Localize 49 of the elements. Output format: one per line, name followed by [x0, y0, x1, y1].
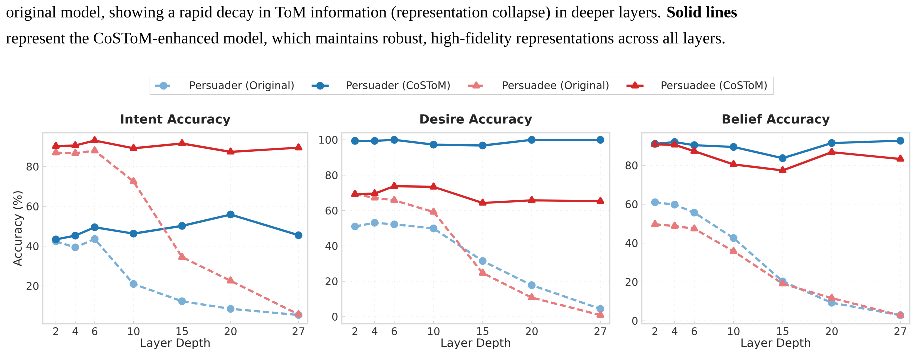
x-tick-label: 4 [672, 328, 678, 336]
x-tick-label: 20 [526, 328, 538, 336]
legend-label: Persuader (Original) [190, 81, 294, 92]
y-axis-title: Accuracy (%) [13, 191, 24, 266]
x-tick-label: 6 [392, 328, 398, 336]
legend-label: Persuader (CoSToM) [347, 81, 450, 91]
text: original model, showing a rapid decay in ToM information (representation collapse) in deeper layers. Solid lines [6, 6, 738, 22]
y-tick-label: 60 [626, 200, 638, 208]
y-tick-label: 60 [26, 202, 39, 211]
x-tick-label: 10 [428, 328, 440, 336]
x-tick-label: 15 [777, 328, 789, 336]
x-tick-label: 2 [54, 328, 58, 336]
x-tick-label: 2 [352, 328, 358, 336]
x-tick-label: 4 [72, 328, 78, 336]
x-tick-label: 6 [92, 328, 98, 336]
chart-title: Intent Accuracy [121, 114, 231, 126]
legend-label: Persuadee (CoSToM) [662, 81, 767, 91]
legend-label: Persuadee (Original) [503, 81, 609, 92]
x-tick-label: 15 [176, 328, 188, 336]
y-tick-label: 40 [626, 239, 638, 248]
x-tick-label: 4 [372, 328, 378, 336]
y-tick-label: 80 [626, 162, 638, 170]
x-tick-label: 15 [477, 328, 489, 336]
x-axis-title: Layer Depth [742, 338, 810, 350]
text: represent the CoSToM-enhanced model, which maintains robust, high-fidelity representations across all layers. [6, 32, 725, 48]
x-tick-label: 6 [692, 328, 698, 336]
y-tick-label: 100 [320, 136, 338, 144]
x-tick-label: 10 [128, 328, 140, 336]
y-tick-label: 60 [326, 206, 338, 215]
x-tick-label: 27 [292, 328, 305, 336]
y-tick-label: 80 [26, 162, 39, 171]
y-tick-label: 20 [626, 278, 638, 286]
chart-title: Desire Accuracy [420, 114, 532, 126]
y-tick-label: 0 [332, 312, 338, 321]
x-tick-label: 10 [728, 328, 740, 336]
y-tick-label: 40 [26, 242, 39, 250]
x-tick-label: 20 [224, 328, 237, 336]
x-tick-label: 2 [652, 328, 658, 336]
y-tick-label: 0 [632, 317, 638, 326]
x-tick-label: 27 [594, 328, 606, 336]
y-tick-label: 20 [26, 282, 39, 290]
chart-title: Belief Accuracy [722, 114, 830, 126]
y-tick-label: 20 [326, 278, 338, 286]
x-axis-title: Layer Depth [141, 338, 210, 350]
x-axis-title: Layer Depth [442, 338, 510, 350]
x-tick-label: 20 [826, 328, 838, 336]
y-tick-label: 80 [326, 171, 338, 180]
x-tick-label: 27 [894, 328, 906, 336]
y-tick-label: 40 [326, 242, 338, 250]
